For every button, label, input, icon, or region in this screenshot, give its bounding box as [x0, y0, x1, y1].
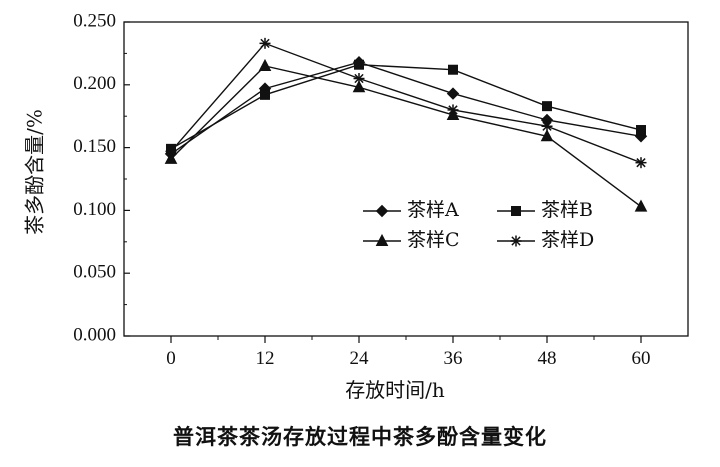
y-tick-label: 0.250 [73, 10, 116, 31]
x-tick-label: 48 [538, 348, 557, 369]
data-point [164, 151, 178, 164]
legend-label: 茶样B [541, 199, 593, 221]
legend-marker [511, 206, 521, 216]
y-tick-label: 0.150 [73, 136, 116, 157]
series-4 [165, 37, 647, 169]
data-point [259, 37, 271, 49]
star-stroke [448, 105, 458, 115]
data-point [353, 73, 365, 85]
legend-entry: 茶样A [363, 199, 459, 221]
series-line [170, 63, 642, 150]
star-stroke [260, 38, 270, 49]
x-tick-label: 24 [350, 348, 370, 369]
data-point [352, 80, 366, 93]
data-point [260, 89, 270, 100]
data-point [258, 58, 272, 71]
x-tick-label: 0 [166, 348, 176, 369]
axes: 0.000 0.050 0.100 0.150 0.200 0.250 0 12 24 36 48 6… [73, 10, 689, 369]
star-stroke [636, 158, 646, 168]
legend-entry: 茶样C [363, 229, 460, 251]
y-axis-title: 茶多酚含量/% [23, 109, 47, 235]
chart: 0.000 0.050 0.100 0.150 0.200 0.250 0 12 24 36 48 6… [23, 10, 689, 402]
legend-entry: 茶样D [497, 229, 594, 251]
figure-caption: 普洱茶茶汤存放过程中茶多酚含量变化 [173, 425, 547, 449]
star-stroke [354, 73, 364, 84]
y-tick-label: 0.000 [73, 324, 116, 345]
data-point [542, 101, 552, 112]
x-tick-label: 36 [444, 348, 463, 369]
series-3 [164, 58, 648, 212]
legend-label: 茶样A [407, 199, 459, 221]
legend: 茶样A 茶样B 茶样C 茶样D [363, 199, 594, 251]
series-line [170, 42, 642, 164]
legend-label: 茶样C [407, 229, 460, 251]
data-point [448, 64, 458, 75]
x-axis-title: 存放时间/h [345, 378, 445, 402]
y-tick-label: 0.200 [73, 73, 116, 94]
data-point [635, 157, 647, 169]
star-stroke [166, 146, 176, 157]
x-tick-label: 12 [256, 348, 275, 369]
legend-entry: 茶样B [497, 199, 593, 221]
y-tick-label: 0.050 [73, 262, 116, 283]
legend-label: 茶样D [541, 229, 594, 251]
legend-marker [510, 235, 522, 247]
y-tick-label: 0.100 [73, 199, 116, 220]
star-stroke [542, 121, 552, 131]
data-point [540, 129, 554, 142]
series-1 [164, 55, 648, 161]
legend-marker [375, 204, 389, 218]
data-point [354, 59, 364, 70]
data-point [634, 199, 648, 212]
star-stroke [511, 236, 521, 246]
series-line [170, 61, 642, 155]
data-point [636, 125, 646, 136]
data-point [541, 120, 553, 132]
series-layer [164, 37, 648, 212]
data-point [447, 104, 459, 116]
series-line [170, 65, 642, 208]
data-point [165, 145, 177, 157]
x-tick-label: 60 [632, 348, 651, 369]
legend-marker [375, 233, 389, 246]
data-point [446, 87, 460, 100]
